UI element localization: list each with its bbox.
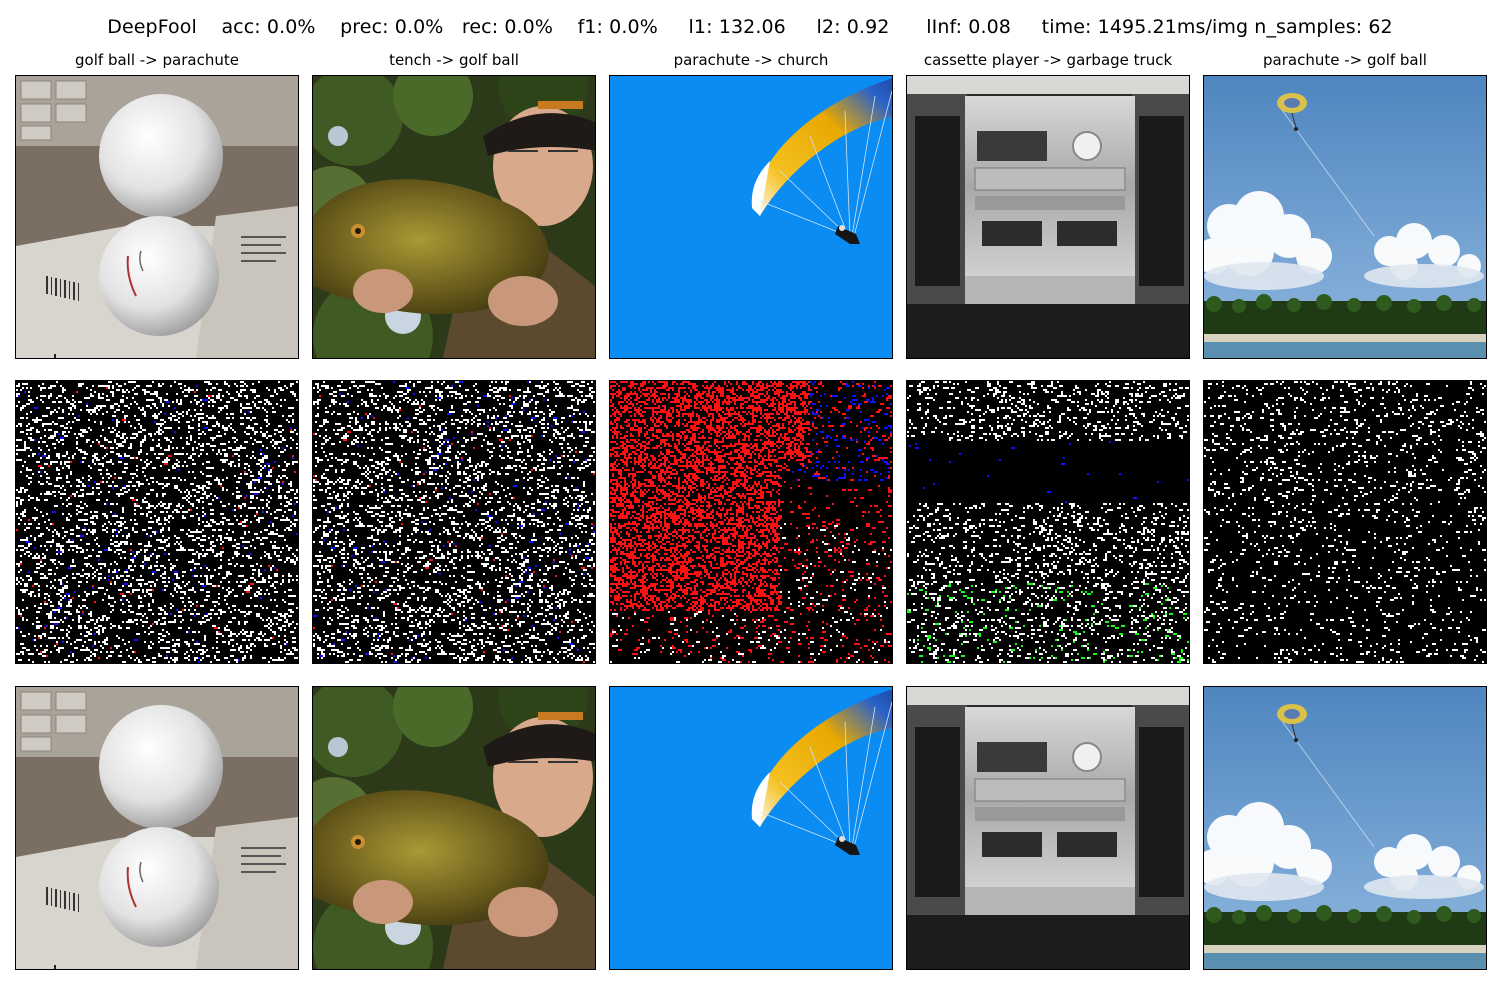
- parasail-beach-photo: [1204, 76, 1486, 358]
- parasail-beach-adversarial-photo: [1204, 687, 1486, 969]
- golf-balls-photo: [16, 76, 298, 358]
- boombox-photo: [907, 76, 1189, 358]
- boombox-adversarial-photo: [907, 687, 1189, 969]
- perturbation-map-1: [15, 380, 299, 664]
- perturbation-map-5: [1203, 380, 1487, 664]
- golf-balls-adversarial-photo: [16, 687, 298, 969]
- column-title-4: cassette player -> garbage truck: [923, 51, 1173, 69]
- perturbation-noise-5: [1204, 381, 1486, 663]
- perturbation-map-3: [609, 380, 893, 664]
- column-title-1: golf ball -> parachute: [75, 51, 239, 69]
- column-title-2: tench -> golf ball: [389, 51, 519, 69]
- figure-suptitle: DeepFool acc: 0.0% prec: 0.0% rec: 0.0% …: [107, 16, 1393, 38]
- adversarial-image-tench: [312, 686, 596, 970]
- fish-man-photo: [313, 76, 595, 358]
- adversarial-image-parachute-beach: [1203, 686, 1487, 970]
- perturbation-noise-3: [610, 381, 892, 663]
- perturbation-noise-2: [313, 381, 595, 663]
- adversarial-image-cassette-player: [906, 686, 1190, 970]
- perturbation-noise-4: [907, 381, 1189, 663]
- fish-man-adversarial-photo: [313, 687, 595, 969]
- perturbation-noise-1: [16, 381, 298, 663]
- original-image-cassette-player: [906, 75, 1190, 359]
- paraglider-photo: [610, 76, 892, 358]
- adversarial-image-parachute: [609, 686, 893, 970]
- column-title-5: parachute -> golf ball: [1263, 51, 1427, 69]
- original-image-golf-ball: [15, 75, 299, 359]
- original-image-parachute: [609, 75, 893, 359]
- column-title-3: parachute -> church: [673, 51, 829, 69]
- perturbation-map-2: [312, 380, 596, 664]
- paraglider-adversarial-photo: [610, 687, 892, 969]
- original-image-tench: [312, 75, 596, 359]
- original-image-parachute-beach: [1203, 75, 1487, 359]
- perturbation-map-4: [906, 380, 1190, 664]
- adversarial-image-golf-ball: [15, 686, 299, 970]
